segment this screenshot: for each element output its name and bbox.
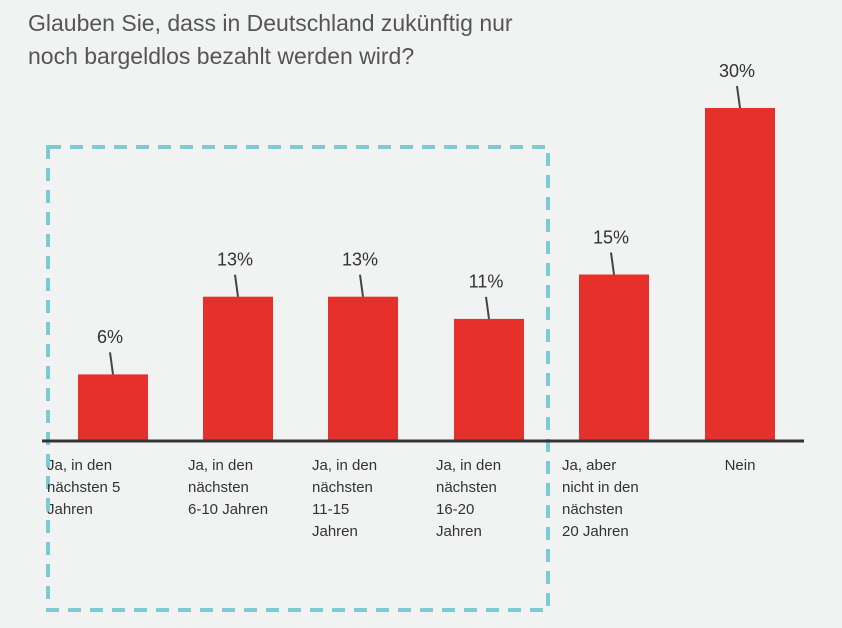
leader-line	[736, 85, 741, 109]
x-tick-label: nicht in den	[562, 479, 639, 496]
x-tick-label: Ja, in den	[188, 457, 253, 474]
x-tick-label: Jahren	[47, 501, 93, 518]
x-tick-label: Ja, aber	[562, 457, 616, 474]
value-label: 13%	[217, 249, 253, 269]
x-tick-label: 6-10 Jahren	[188, 501, 268, 518]
x-tick-label: nächsten	[188, 479, 249, 496]
x-tick-label: 20 Jahren	[562, 523, 629, 540]
x-tick-label: 16-20	[436, 501, 474, 518]
x-tick-label: Ja, in den	[436, 457, 501, 474]
bar	[78, 374, 148, 441]
bar	[454, 318, 524, 441]
value-label: 6%	[97, 327, 123, 347]
leader-line	[234, 274, 239, 297]
leader-line	[359, 274, 364, 297]
chart-title: noch bargeldlos bezahlt werden wird?	[28, 43, 414, 69]
leader-line	[109, 352, 114, 375]
x-tick-label: Jahren	[436, 523, 482, 540]
x-tick-label: Jahren	[312, 523, 358, 540]
x-tick-label: nächsten	[436, 479, 497, 496]
x-tick-label: Nein	[725, 457, 756, 474]
chart-title: Glauben Sie, dass in Deutschland zukünft…	[28, 10, 513, 36]
leader-line	[485, 296, 490, 320]
x-tick-label: Ja, in den	[312, 457, 377, 474]
x-tick-label: nächsten	[562, 501, 623, 518]
bar	[328, 296, 398, 441]
highlight-box	[46, 145, 550, 612]
value-label: 15%	[593, 227, 629, 247]
x-tick-label: nächsten	[312, 479, 373, 496]
leader-line	[610, 252, 615, 275]
bar	[705, 108, 775, 441]
value-label: 30%	[719, 61, 755, 81]
x-tick-label: nächsten 5	[47, 479, 120, 496]
bar	[203, 296, 273, 441]
x-tick-label: 11-15	[312, 501, 349, 518]
bar	[579, 274, 649, 441]
x-tick-label: Ja, in den	[47, 457, 112, 474]
value-label: 13%	[342, 249, 378, 269]
value-label: 11%	[469, 272, 504, 292]
